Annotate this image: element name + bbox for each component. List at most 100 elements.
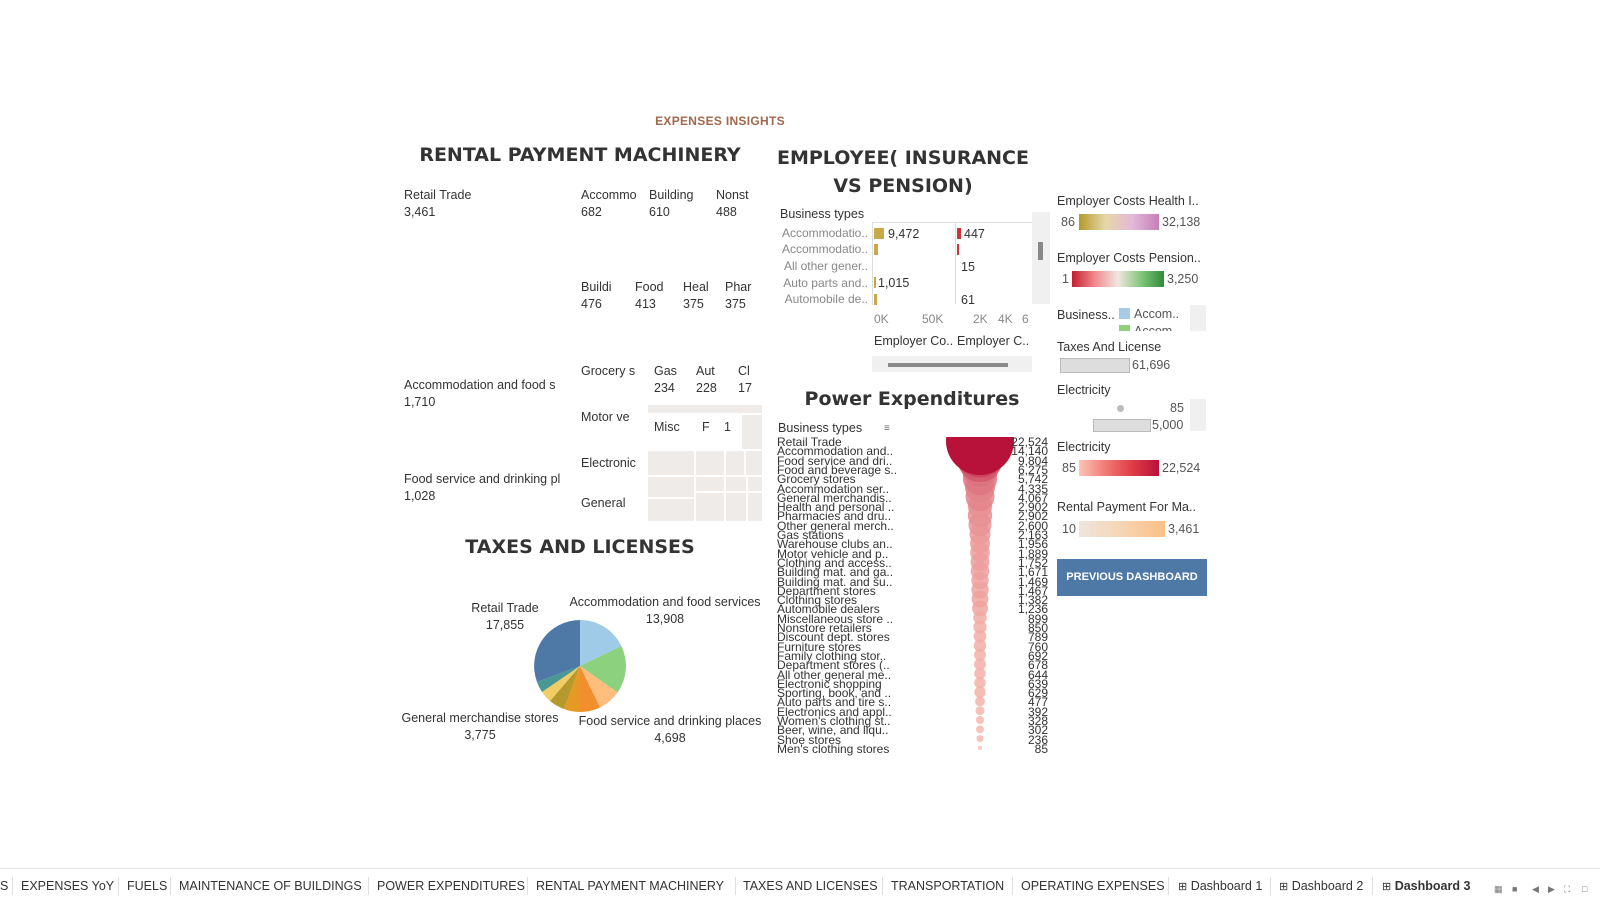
health-bar[interactable] — [874, 294, 877, 305]
treemap-cell[interactable]: Building 610 — [642, 182, 709, 274]
power-bubble[interactable] — [974, 686, 986, 698]
legend-pension-ramp[interactable] — [1072, 271, 1164, 287]
tab-dashboard-3[interactable]: ⊞ Dashboard 3 — [1382, 879, 1471, 893]
pie-slice — [534, 620, 580, 682]
power-bubble[interactable] — [946, 437, 1014, 475]
scroll-thumb[interactable] — [1038, 242, 1043, 260]
sort-icon[interactable]: ≡ — [884, 423, 890, 434]
present-icon[interactable]: □ — [1582, 884, 1588, 894]
treemap-cell[interactable] — [647, 450, 695, 476]
power-bubble[interactable] — [975, 706, 985, 716]
pie-slice — [564, 666, 580, 712]
previous-dashboard-button[interactable]: PREVIOUS DASHBOARD — [1057, 559, 1207, 596]
power-bubble[interactable] — [974, 648, 986, 661]
legend-swatch[interactable] — [1119, 325, 1130, 331]
prev-sheet-icon[interactable]: ◀ — [1532, 884, 1539, 894]
treemap-cell[interactable] — [745, 450, 763, 476]
rental-treemap[interactable]: Retail Trade 3,461 Accommodation and food… — [397, 182, 763, 522]
treemap-cell[interactable]: Accommo 682 — [574, 182, 642, 274]
legend-business-item[interactable]: Accom.. — [1134, 324, 1180, 331]
treemap-cell[interactable] — [647, 476, 695, 498]
fullscreen-icon[interactable]: ⛶ — [1564, 884, 1571, 894]
treemap-cell[interactable] — [695, 450, 725, 476]
legend-scrollbar[interactable] — [1190, 305, 1206, 331]
cell-value: 413 — [635, 297, 656, 311]
treemap-cell[interactable]: Electronic — [574, 450, 647, 490]
treemap-cell[interactable] — [725, 450, 745, 476]
treemap-cell[interactable]: F — [695, 414, 717, 450]
treemap-cell[interactable]: Buildi 476 — [574, 274, 628, 358]
cell-label: Electronic — [581, 456, 636, 470]
treemap-cell[interactable]: General — [574, 490, 647, 522]
treemap-cell[interactable]: Food service and drinking pl 1,028 — [397, 466, 574, 522]
tab-operating-expenses[interactable]: OPERATING EXPENSES — [1021, 879, 1165, 893]
legend-rental-ramp[interactable] — [1079, 521, 1165, 537]
power-bubble[interactable] — [976, 725, 984, 734]
tab-taxes-and-licenses[interactable]: TAXES AND LICENSES — [743, 879, 878, 893]
treemap-cell[interactable] — [747, 492, 763, 522]
employee-scrollbar-h[interactable] — [872, 356, 1032, 372]
power-bubble[interactable] — [974, 667, 986, 680]
power-bubble[interactable] — [973, 629, 987, 643]
tab-s[interactable]: S — [0, 879, 9, 893]
tab-fuels[interactable]: FUELS — [127, 879, 168, 893]
treemap-cell[interactable] — [647, 404, 763, 414]
power-bubble[interactable] — [976, 735, 984, 743]
cell-label: Phar — [725, 280, 752, 294]
power-bubble[interactable] — [974, 677, 986, 689]
treemap-cell[interactable]: Nonst 488 — [709, 182, 763, 274]
tab-transportation[interactable]: TRANSPORTATION — [891, 879, 1005, 893]
legend-swatch[interactable] — [1119, 308, 1130, 319]
treemap-cell[interactable]: Misc — [647, 414, 695, 450]
cell-label: Grocery s — [581, 364, 636, 378]
power-bubble[interactable] — [973, 639, 987, 652]
health-bar[interactable] — [874, 277, 876, 288]
legend-electricity-ramp[interactable] — [1079, 460, 1159, 476]
power-row-label: Electronic shopping — [777, 676, 882, 691]
power-bubble[interactable] — [975, 696, 985, 707]
treemap-cell[interactable]: Grocery s — [574, 358, 647, 404]
power-bubble[interactable] — [977, 745, 983, 750]
treemap-cell[interactable]: Motor ve — [574, 404, 647, 450]
pension-bar[interactable] — [957, 244, 959, 255]
legend-scrollbar[interactable] — [1190, 399, 1206, 431]
legend-taxes-bar[interactable] — [1060, 358, 1130, 373]
power-bubble[interactable] — [973, 620, 987, 634]
treemap-cell[interactable]: Gas 234 — [647, 358, 689, 404]
legend-business-item[interactable]: Accom.. — [1134, 307, 1180, 321]
treemap-cell[interactable]: Heal 375 — [676, 274, 718, 358]
treemap-cell[interactable]: 1 — [717, 414, 741, 450]
treemap-cell[interactable] — [725, 476, 747, 492]
treemap-cell[interactable]: Accommodation and food s 1,710 — [397, 372, 574, 466]
treemap-cell[interactable] — [725, 492, 747, 522]
treemap-cell[interactable] — [741, 414, 763, 450]
taxes-pie-chart[interactable] — [528, 614, 632, 718]
treemap-cell[interactable] — [647, 498, 695, 522]
employee-scrollbar-v[interactable] — [1032, 212, 1050, 304]
scroll-thumb[interactable] — [888, 363, 1008, 367]
health-bar[interactable] — [874, 244, 878, 255]
tab-maintenance[interactable]: MAINTENANCE OF BUILDINGS — [179, 879, 362, 893]
tab-dashboard-1[interactable]: ⊞ Dashboard 1 — [1178, 879, 1263, 893]
treemap-cell[interactable]: Retail Trade 3,461 — [397, 182, 574, 372]
treemap-cell[interactable] — [695, 476, 725, 492]
health-bar[interactable] — [874, 228, 884, 239]
treemap-cell[interactable]: Aut 228 — [689, 358, 731, 404]
tab-power-expenditures[interactable]: POWER EXPENDITURES — [377, 879, 525, 893]
treemap-cell[interactable] — [695, 492, 725, 522]
power-bubble[interactable] — [974, 658, 986, 671]
pension-bar[interactable] — [957, 228, 961, 239]
treemap-cell[interactable]: Phar 375 — [718, 274, 763, 358]
treemap-cell[interactable]: Food 413 — [628, 274, 676, 358]
grid-view-icon[interactable]: ▦ — [1494, 884, 1503, 894]
filmstrip-view-icon[interactable]: ■ — [1512, 884, 1518, 894]
treemap-cell[interactable]: Cl 17 — [731, 358, 763, 404]
next-sheet-icon[interactable]: ▶ — [1548, 884, 1555, 894]
tab-rental-payment-machinery[interactable]: RENTAL PAYMENT MACHINERY — [536, 879, 724, 893]
tab-expenses-yoy[interactable]: EXPENSES YoY — [21, 879, 115, 893]
tab-dashboard-2[interactable]: ⊞ Dashboard 2 — [1279, 879, 1364, 893]
legend-health-ramp[interactable] — [1079, 214, 1159, 230]
power-bubbles[interactable] — [935, 437, 1015, 757]
treemap-cell[interactable] — [747, 476, 763, 492]
power-bubble[interactable] — [975, 715, 985, 725]
